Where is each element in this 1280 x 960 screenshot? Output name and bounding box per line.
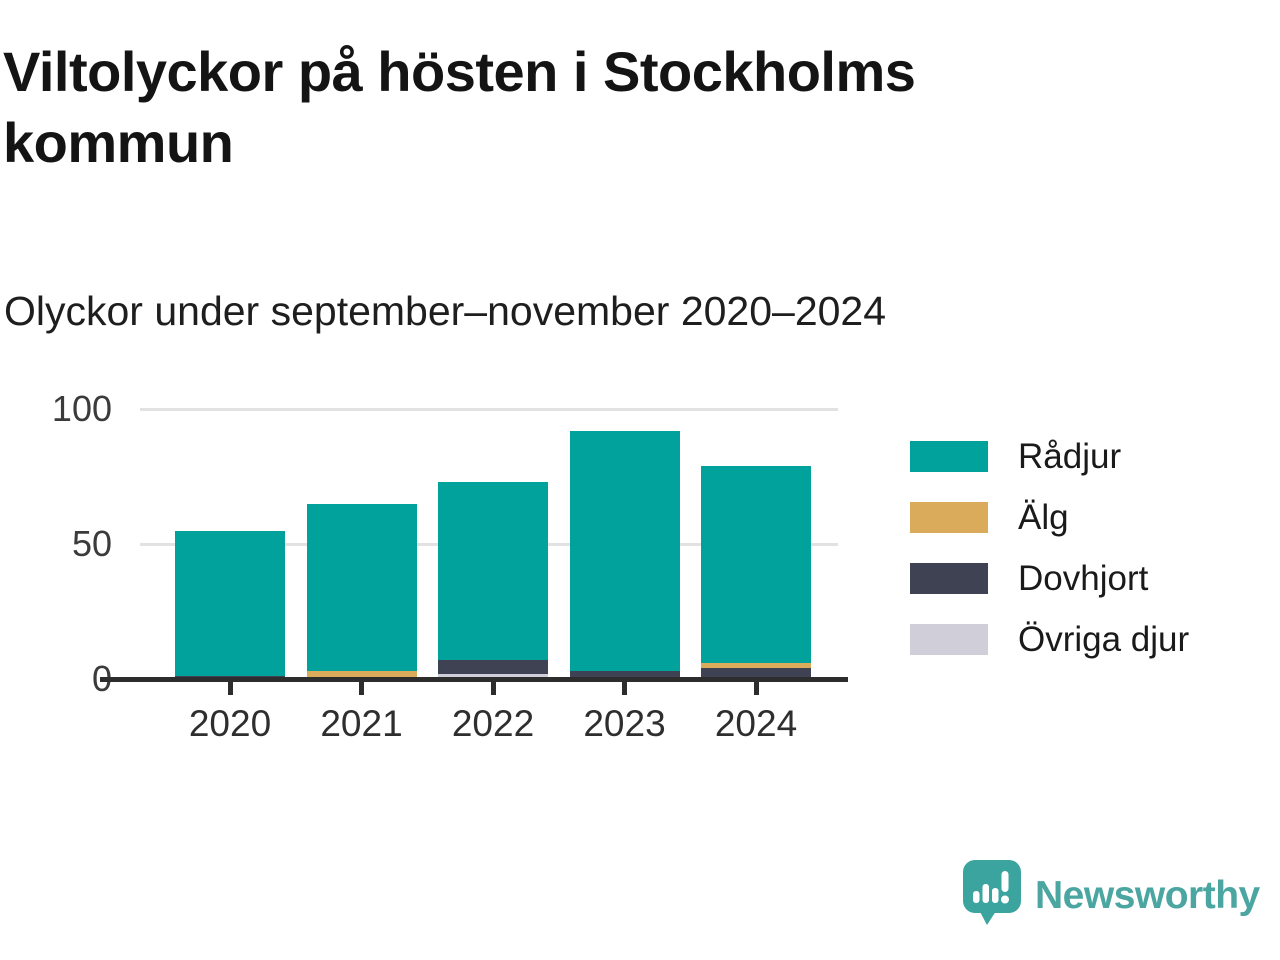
title-line-1: Viltolyckor på hösten i Stockholms bbox=[3, 40, 916, 103]
title-line-2: kommun bbox=[3, 111, 234, 175]
bar-segment-2021-lg bbox=[306, 670, 417, 679]
x-axis-label-2021: 2021 bbox=[320, 703, 403, 744]
x-axis-label-2022: 2022 bbox=[451, 703, 535, 744]
x-axis-tick-2023 bbox=[622, 681, 627, 695]
gridline-100 bbox=[140, 408, 838, 411]
legend-label-dovhjort: Dovhjort bbox=[1018, 559, 1149, 598]
x-axis-tick-2022 bbox=[490, 681, 496, 695]
bar-segment-2024-dovhjort bbox=[701, 668, 811, 679]
x-axis-label-2024: 2024 bbox=[714, 703, 798, 744]
legend-label-vriga-djur: Övriga djur bbox=[1018, 620, 1190, 659]
bar-segment-2022-r-djur bbox=[438, 481, 548, 661]
x-axis-label-2020: 2020 bbox=[188, 703, 272, 744]
legend-label-lg: Älg bbox=[1018, 498, 1069, 537]
x-axis-label-2023: 2023 bbox=[583, 703, 666, 744]
bar-segment-2024-r-djur bbox=[701, 465, 811, 663]
legend-swatch-lg bbox=[910, 502, 988, 533]
legend-swatch-r-djur bbox=[910, 441, 988, 472]
legend-swatch-vriga-djur bbox=[910, 624, 988, 655]
bar-segment-2021-r-djur bbox=[306, 503, 417, 671]
x-axis-tick-2024 bbox=[753, 681, 759, 695]
bar-segment-2023-dovhjort bbox=[569, 670, 680, 679]
brand-footer: Newsworthy bbox=[963, 860, 1260, 931]
legend-swatch-dovhjort bbox=[910, 563, 988, 594]
y-axis-label-50: 50 bbox=[71, 523, 112, 564]
bar-segment-2020-r-djur bbox=[175, 530, 285, 677]
chart-subtitle: Olyckor under september–november 2020–20… bbox=[4, 288, 887, 334]
y-axis-label-100: 100 bbox=[51, 388, 112, 429]
page-title: Viltolyckor på hösten i Stockholms kommu… bbox=[3, 36, 916, 178]
bar-segment-2022-dovhjort bbox=[438, 660, 548, 674]
bar-segment-2022-vriga-djur bbox=[438, 673, 548, 679]
bar-segment-2024-lg bbox=[701, 662, 811, 669]
brand-name: Newsworthy bbox=[1035, 873, 1260, 917]
x-axis-tick-2021 bbox=[359, 681, 364, 695]
newsworthy-logo-icon bbox=[963, 860, 1021, 931]
legend-label-r-djur: Rådjur bbox=[1018, 437, 1122, 476]
x-axis-line bbox=[100, 677, 848, 682]
bar-segment-2023-r-djur bbox=[569, 430, 680, 671]
x-axis-tick-2020 bbox=[227, 681, 233, 695]
